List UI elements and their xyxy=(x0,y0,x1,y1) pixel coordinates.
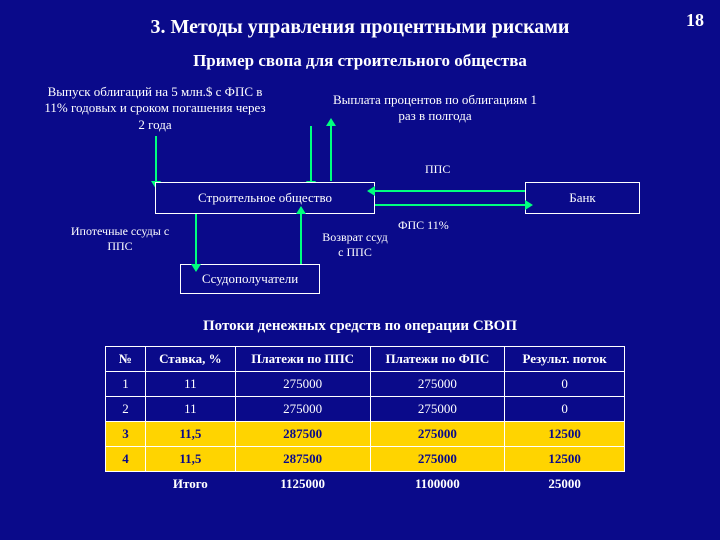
arrow-desc-right-down xyxy=(310,126,312,181)
cell-rate: 11 xyxy=(145,397,235,422)
col-rate: Ставка, % xyxy=(145,347,235,372)
col-fps: Платежи по ФПС xyxy=(370,347,505,372)
cell-fps: 275000 xyxy=(370,372,505,397)
label-return: Возврат ссуд с ППС xyxy=(320,230,390,260)
arrow-desc-left xyxy=(155,136,157,181)
arrow-pps xyxy=(375,190,525,192)
col-pps: Платежи по ППС xyxy=(235,347,370,372)
table-row: 1112750002750000 xyxy=(106,372,625,397)
desc-right: Выплата процентов по облигациям 1 раз в … xyxy=(330,92,540,125)
box-borrowers: Ссудополучатели xyxy=(180,264,320,294)
cell-pps: 287500 xyxy=(235,422,370,447)
cell-rate: 11,5 xyxy=(145,422,235,447)
desc-left: Выпуск облигаций на 5 млн.$ с ФПС в 11% … xyxy=(40,84,270,133)
cell-pps: 275000 xyxy=(235,372,370,397)
cell-rate: 11,5 xyxy=(145,447,235,472)
box-bank: Банк xyxy=(525,182,640,214)
cell-fps: 275000 xyxy=(370,422,505,447)
table-title: Потоки денежных средств по операции СВОП xyxy=(0,318,720,335)
label-pps: ППС xyxy=(425,162,450,177)
arrow-mortgage xyxy=(195,214,197,264)
table-footer: Итого 1125000 1100000 25000 xyxy=(106,472,625,497)
cell-pps: 275000 xyxy=(235,397,370,422)
page-subtitle: Пример свопа для строительного общества xyxy=(0,51,720,71)
col-res: Результ. поток xyxy=(505,347,625,372)
label-fps: ФПС 11% xyxy=(398,218,449,233)
cell-n: 1 xyxy=(106,372,146,397)
cell-pps: 287500 xyxy=(235,447,370,472)
table-row: 411,528750027500012500 xyxy=(106,447,625,472)
table-row: 2112750002750000 xyxy=(106,397,625,422)
cashflow-table: № Ставка, % Платежи по ППС Платежи по ФП… xyxy=(105,346,625,496)
cell-res: 12500 xyxy=(505,422,625,447)
col-n: № xyxy=(106,347,146,372)
arrow-fps xyxy=(375,204,525,206)
page-title: 3. Методы управления процентными рисками xyxy=(0,0,720,39)
cell-n: 4 xyxy=(106,447,146,472)
box-society: Строительное общество xyxy=(155,182,375,214)
cell-res: 0 xyxy=(505,372,625,397)
cell-n: 3 xyxy=(106,422,146,447)
cell-n: 2 xyxy=(106,397,146,422)
cell-fps: 275000 xyxy=(370,397,505,422)
cell-res: 12500 xyxy=(505,447,625,472)
table-row: 311,528750027500012500 xyxy=(106,422,625,447)
arrow-desc-right-up xyxy=(330,126,332,181)
arrow-return xyxy=(300,214,302,264)
cell-res: 0 xyxy=(505,397,625,422)
cell-rate: 11 xyxy=(145,372,235,397)
page-number: 18 xyxy=(686,10,704,31)
label-mortgage: Ипотечные ссуды с ППС xyxy=(70,224,170,254)
table-header-row: № Ставка, % Платежи по ППС Платежи по ФП… xyxy=(106,347,625,372)
cell-fps: 275000 xyxy=(370,447,505,472)
